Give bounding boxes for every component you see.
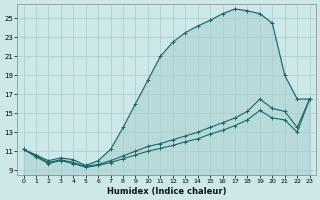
X-axis label: Humidex (Indice chaleur): Humidex (Indice chaleur): [107, 187, 226, 196]
